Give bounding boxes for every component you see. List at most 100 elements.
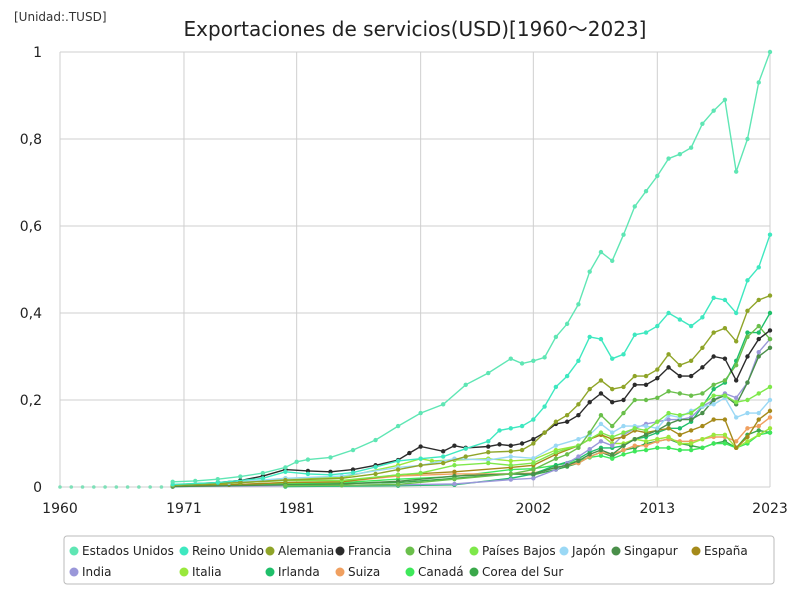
x-tick-label: 1971 bbox=[166, 501, 202, 517]
y-tick-label: 0 bbox=[33, 480, 42, 496]
data-point bbox=[767, 293, 773, 298]
data-point bbox=[767, 328, 773, 333]
data-point bbox=[767, 430, 773, 435]
series-alemania bbox=[170, 293, 773, 488]
data-point bbox=[756, 297, 761, 303]
data-point bbox=[339, 483, 344, 488]
legend-marker bbox=[179, 567, 189, 577]
data-point bbox=[677, 432, 683, 437]
data-point bbox=[722, 417, 728, 422]
data-point bbox=[655, 395, 660, 401]
data-point bbox=[238, 480, 243, 485]
data-point bbox=[305, 457, 311, 462]
data-point bbox=[576, 358, 581, 364]
data-point bbox=[700, 345, 705, 350]
data-point bbox=[722, 393, 728, 398]
data-point bbox=[655, 173, 660, 179]
data-point bbox=[655, 426, 660, 431]
data-point bbox=[756, 354, 761, 359]
data-point bbox=[339, 476, 344, 481]
data-point bbox=[711, 382, 716, 387]
data-point bbox=[756, 410, 761, 416]
data-point bbox=[643, 447, 649, 453]
data-point bbox=[531, 476, 536, 481]
data-point bbox=[463, 454, 468, 459]
data-point bbox=[700, 410, 705, 416]
data-point bbox=[531, 456, 536, 461]
data-point bbox=[587, 269, 592, 274]
series-francia bbox=[170, 328, 773, 488]
data-point bbox=[756, 432, 761, 437]
data-point bbox=[632, 426, 637, 431]
x-tick-label: 2002 bbox=[516, 501, 552, 517]
legend-label: Irlanda bbox=[278, 565, 320, 579]
legend-label: Reino Unido bbox=[192, 544, 264, 558]
data-point bbox=[486, 457, 491, 463]
data-point bbox=[598, 249, 604, 255]
legend-label: Estados Unidos bbox=[82, 544, 174, 558]
x-tick-label: 1981 bbox=[279, 501, 315, 517]
series-line bbox=[172, 51, 771, 483]
data-point bbox=[733, 399, 739, 405]
data-point bbox=[711, 393, 716, 398]
data-point bbox=[722, 441, 728, 446]
data-point bbox=[643, 432, 649, 437]
data-point bbox=[215, 476, 220, 482]
legend-label: India bbox=[82, 565, 111, 579]
data-point bbox=[688, 358, 694, 364]
data-point bbox=[632, 436, 637, 442]
data-point bbox=[621, 397, 626, 403]
data-point bbox=[125, 485, 130, 489]
data-point bbox=[531, 441, 536, 446]
data-point bbox=[587, 399, 592, 405]
data-point bbox=[508, 454, 513, 459]
data-point bbox=[418, 444, 423, 449]
legend-label: Canadá bbox=[418, 565, 464, 579]
x-tick-label: 2023 bbox=[752, 501, 788, 517]
data-point bbox=[598, 447, 604, 453]
data-point bbox=[497, 442, 502, 447]
data-point bbox=[610, 258, 615, 263]
data-point bbox=[711, 402, 716, 407]
data-point bbox=[632, 204, 637, 209]
data-point bbox=[677, 373, 683, 379]
data-point bbox=[564, 321, 570, 327]
series-india bbox=[170, 336, 773, 489]
data-point bbox=[632, 373, 637, 379]
legend: Estados Unidos Reino Unido Alemania Francia… bbox=[63, 535, 775, 585]
data-point bbox=[722, 297, 728, 303]
data-point bbox=[745, 334, 750, 340]
data-point bbox=[553, 384, 559, 390]
data-point bbox=[508, 426, 513, 431]
data-point bbox=[553, 465, 559, 470]
data-point bbox=[756, 349, 761, 355]
data-point bbox=[553, 450, 559, 455]
data-point bbox=[621, 434, 626, 440]
data-point bbox=[564, 413, 570, 418]
data-point bbox=[452, 443, 457, 448]
data-point bbox=[756, 80, 761, 85]
data-point bbox=[283, 483, 288, 488]
data-point bbox=[519, 361, 525, 366]
data-point bbox=[531, 460, 536, 466]
data-point bbox=[542, 430, 547, 435]
data-point bbox=[283, 469, 288, 474]
data-point bbox=[294, 459, 299, 464]
data-point bbox=[688, 323, 694, 329]
data-point bbox=[283, 477, 288, 483]
data-point bbox=[576, 436, 581, 442]
data-point bbox=[531, 467, 536, 472]
legend-item: Japón bbox=[559, 544, 605, 558]
data-point bbox=[519, 441, 525, 446]
data-point bbox=[452, 473, 457, 479]
data-point bbox=[643, 443, 649, 448]
data-point bbox=[677, 391, 683, 396]
data-point bbox=[621, 452, 626, 457]
data-point bbox=[711, 330, 716, 335]
data-point bbox=[722, 97, 728, 103]
data-point bbox=[564, 419, 570, 424]
data-point bbox=[767, 49, 773, 55]
x-tick-label: 1992 bbox=[403, 501, 439, 517]
data-point bbox=[643, 382, 649, 387]
data-point bbox=[328, 455, 333, 460]
